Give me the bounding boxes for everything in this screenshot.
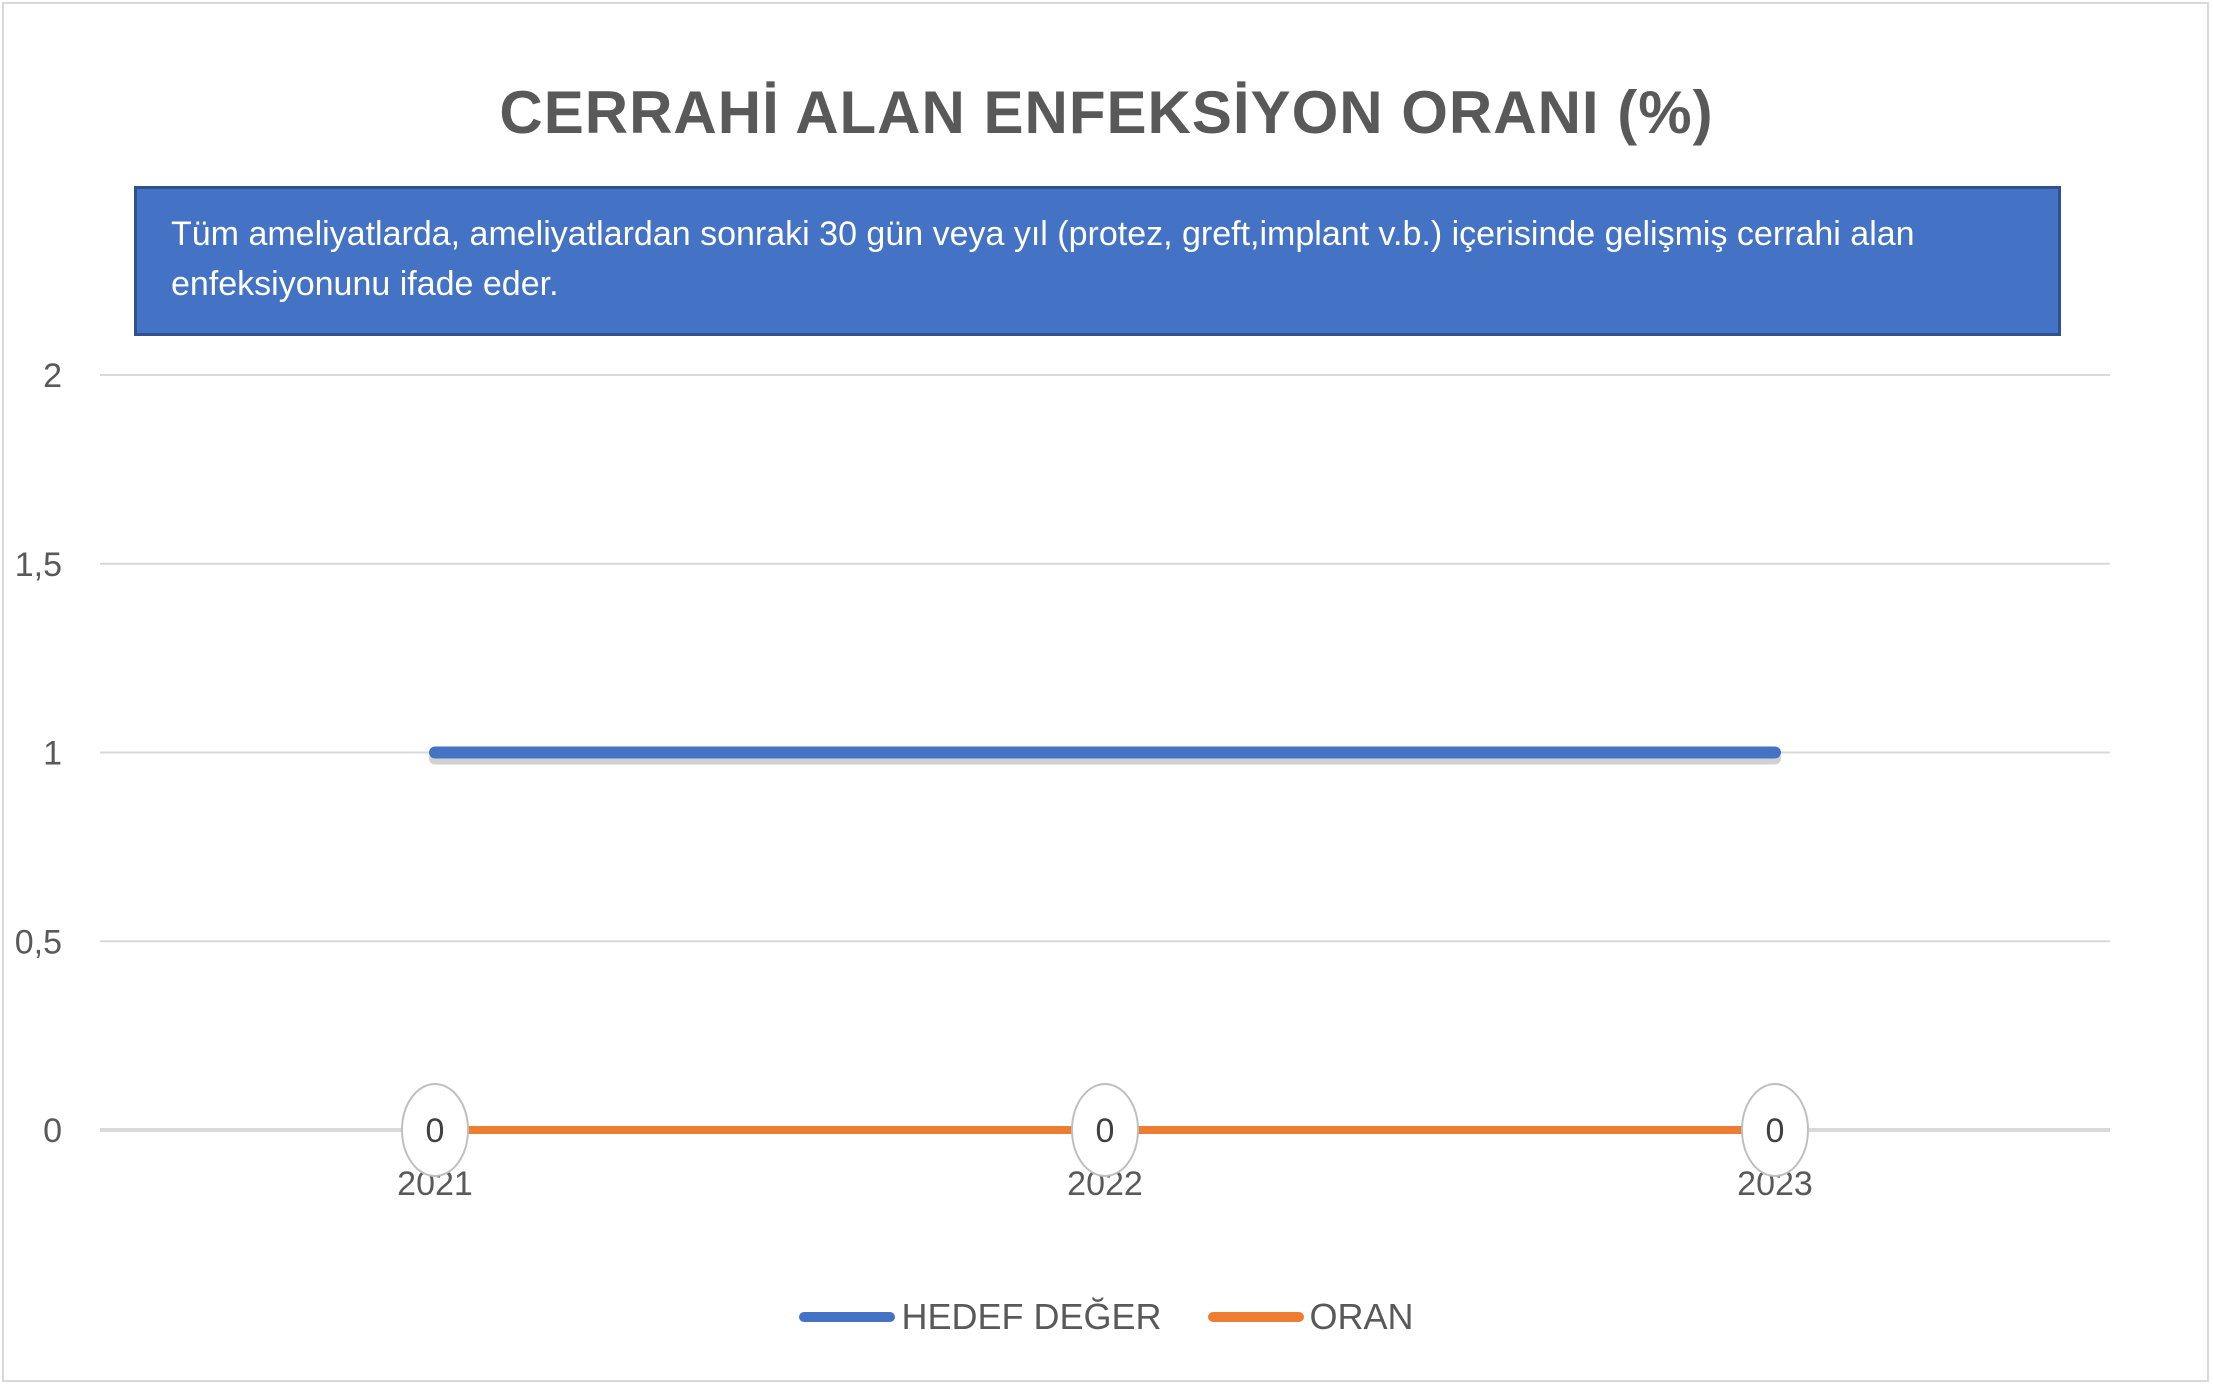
legend-swatch-hedef [799, 1312, 896, 1322]
legend-swatch-oran [1207, 1312, 1304, 1322]
data-labels: 0 0 0 [401, 1083, 1809, 1177]
legend-item-oran[interactable]: ORAN [1207, 1296, 1414, 1338]
description-banner: Tüm ameliyatlarda, ameliyatlardan sonrak… [134, 186, 2061, 336]
y-tick-label: 1 [43, 735, 62, 773]
legend: HEDEF DEĞER ORAN [0, 1296, 2213, 1338]
y-tick-label: 1,5 [15, 546, 62, 584]
description-text: Tüm ameliyatlarda, ameliyatlardan sonrak… [171, 215, 1915, 303]
data-label: 0 [426, 1112, 445, 1150]
data-label: 0 [1096, 1112, 1115, 1150]
legend-label-hedef: HEDEF DEĞER [901, 1296, 1162, 1337]
data-label-bubble [401, 1083, 469, 1177]
y-tick-label: 2 [43, 357, 62, 395]
legend-label-oran: ORAN [1309, 1296, 1414, 1337]
y-tick-label: 0 [43, 1112, 62, 1150]
y-tick-label: 0,5 [15, 923, 62, 961]
data-label: 0 [1766, 1112, 1785, 1150]
x-axis-ticks: 2021 2022 2023 [397, 1165, 1813, 1203]
data-label-bubble [1741, 1083, 1809, 1177]
legend-item-hedef[interactable]: HEDEF DEĞER [799, 1296, 1162, 1338]
y-axis-ticks: 0 0,5 1 1,5 2 [15, 357, 62, 1150]
chart-title: CERRAHİ ALAN ENFEKSİYON ORANI (%) [499, 79, 1714, 146]
data-label-bubble [1071, 1083, 1139, 1177]
